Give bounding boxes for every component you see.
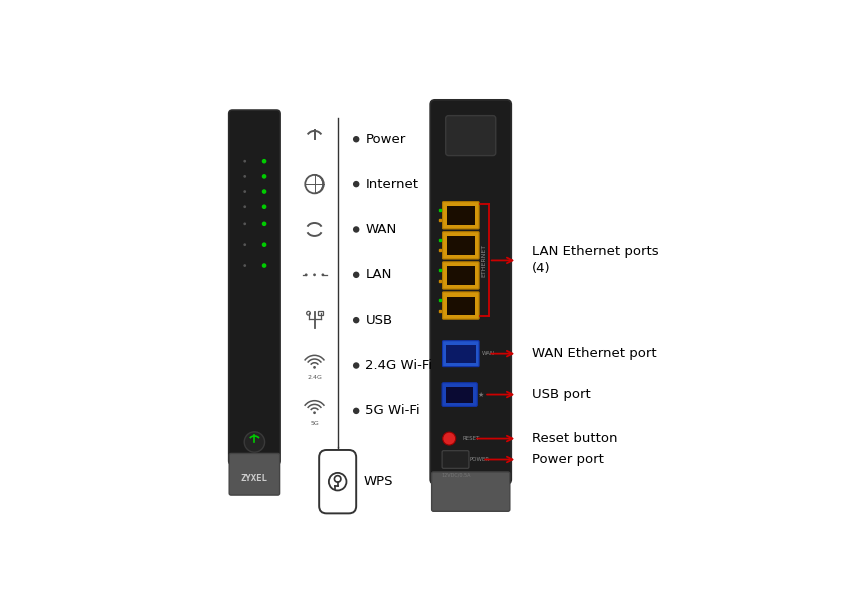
Text: ★: ★	[478, 392, 484, 397]
Text: Reset button: Reset button	[532, 432, 618, 445]
Text: WPS: WPS	[364, 475, 393, 488]
Circle shape	[305, 273, 307, 276]
Text: RESET: RESET	[463, 436, 480, 441]
Text: LAN Ethernet ports
(4): LAN Ethernet ports (4)	[532, 245, 658, 275]
FancyBboxPatch shape	[446, 206, 475, 225]
Circle shape	[262, 174, 267, 178]
Circle shape	[443, 432, 456, 445]
Circle shape	[353, 272, 360, 278]
FancyBboxPatch shape	[442, 232, 479, 259]
FancyBboxPatch shape	[230, 453, 279, 495]
Circle shape	[243, 264, 246, 267]
FancyBboxPatch shape	[319, 450, 356, 513]
Text: ZYXEL: ZYXEL	[241, 474, 268, 483]
Circle shape	[313, 366, 316, 369]
FancyBboxPatch shape	[442, 292, 479, 319]
FancyBboxPatch shape	[446, 236, 475, 255]
Circle shape	[353, 226, 360, 233]
Circle shape	[243, 190, 246, 193]
Circle shape	[243, 160, 246, 163]
Circle shape	[262, 159, 267, 163]
Text: POWER: POWER	[470, 457, 490, 462]
Text: 2.4G: 2.4G	[307, 375, 322, 380]
Circle shape	[353, 362, 360, 369]
Text: WAN: WAN	[482, 351, 495, 356]
Circle shape	[262, 189, 267, 194]
Text: WAN: WAN	[365, 223, 397, 236]
Circle shape	[243, 243, 246, 246]
FancyBboxPatch shape	[446, 388, 473, 403]
Text: 12VDC/0.5A: 12VDC/0.5A	[441, 472, 471, 477]
Text: 2.4G Wi-Fi: 2.4G Wi-Fi	[365, 359, 433, 372]
Circle shape	[353, 407, 360, 414]
FancyBboxPatch shape	[442, 451, 469, 468]
Circle shape	[244, 432, 264, 452]
FancyBboxPatch shape	[442, 202, 479, 229]
Text: Power port: Power port	[532, 453, 604, 466]
Circle shape	[322, 273, 324, 276]
Text: USB: USB	[365, 314, 392, 327]
Circle shape	[262, 263, 267, 268]
FancyBboxPatch shape	[442, 383, 477, 406]
Circle shape	[243, 222, 246, 225]
FancyBboxPatch shape	[446, 296, 475, 315]
Text: 5G Wi-Fi: 5G Wi-Fi	[365, 404, 420, 417]
Text: LAN: LAN	[365, 268, 392, 281]
Circle shape	[313, 273, 316, 276]
Text: ETHERNET: ETHERNET	[481, 244, 486, 277]
Bar	[318, 311, 323, 315]
FancyBboxPatch shape	[446, 266, 475, 285]
Circle shape	[262, 242, 267, 247]
FancyBboxPatch shape	[430, 100, 511, 484]
Circle shape	[243, 175, 246, 178]
FancyBboxPatch shape	[442, 262, 479, 289]
FancyBboxPatch shape	[446, 115, 495, 156]
FancyBboxPatch shape	[442, 341, 479, 367]
Circle shape	[262, 222, 267, 226]
Circle shape	[353, 317, 360, 323]
Circle shape	[353, 136, 360, 142]
Text: WAN Ethernet port: WAN Ethernet port	[532, 347, 657, 360]
FancyBboxPatch shape	[431, 472, 510, 511]
Text: Internet: Internet	[365, 178, 419, 191]
Circle shape	[243, 206, 246, 208]
FancyBboxPatch shape	[229, 110, 280, 465]
Text: USB port: USB port	[532, 388, 591, 401]
Text: Power: Power	[365, 133, 406, 145]
Circle shape	[353, 181, 360, 188]
Text: 5G: 5G	[310, 421, 319, 426]
Circle shape	[313, 411, 316, 414]
FancyBboxPatch shape	[446, 345, 476, 364]
Circle shape	[262, 204, 267, 209]
